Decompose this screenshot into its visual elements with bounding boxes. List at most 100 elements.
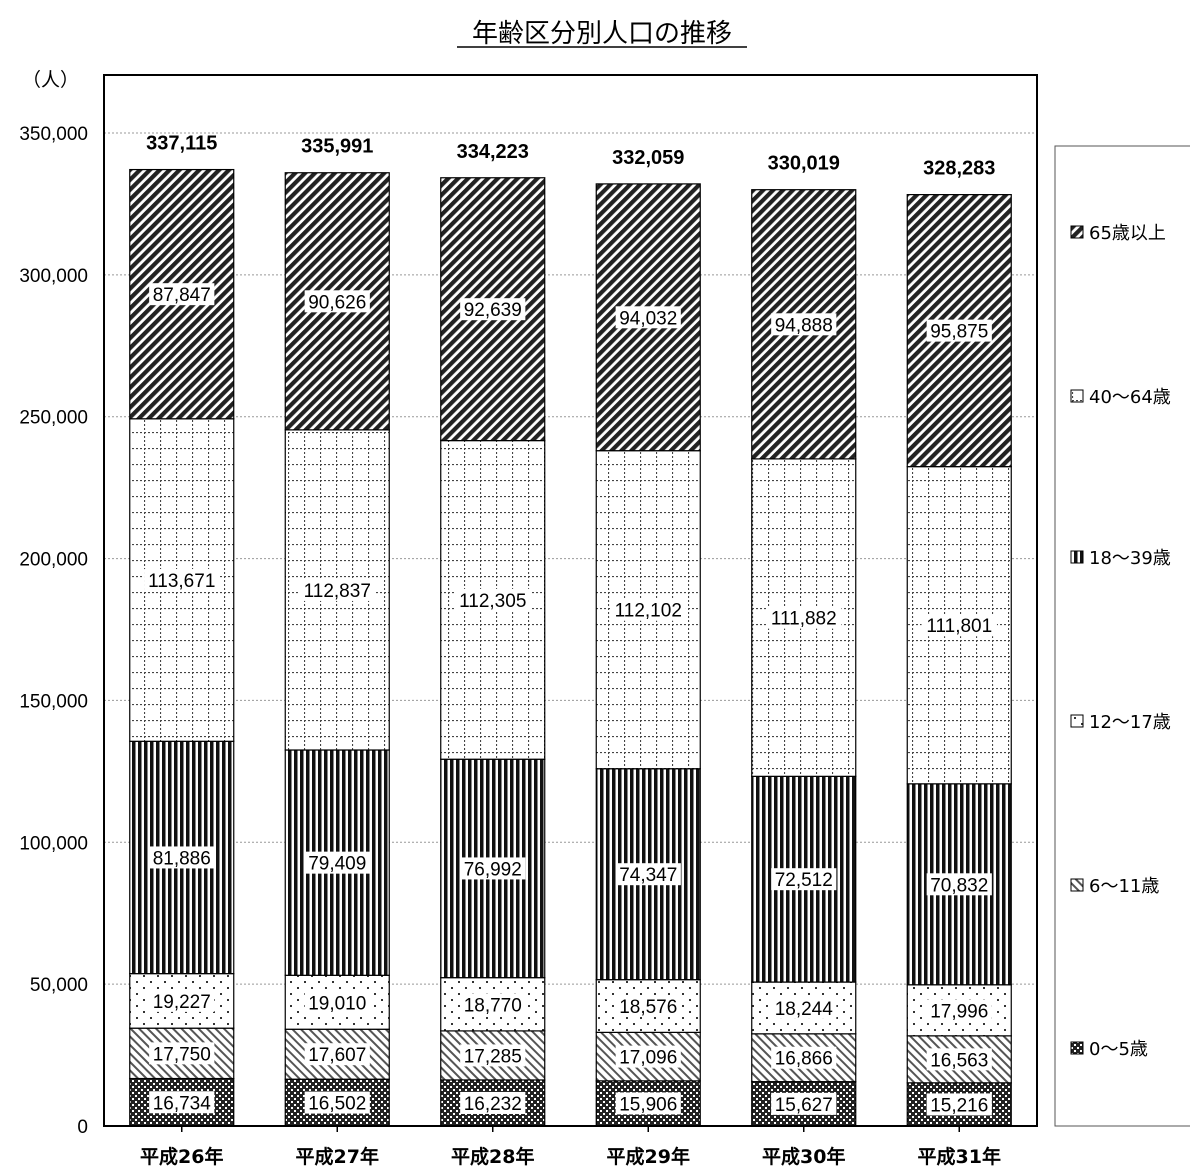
data-label: 70,832: [930, 875, 988, 896]
data-label-bg: [149, 1042, 215, 1065]
data-label-bg: [615, 306, 681, 329]
data-label: 16,866: [775, 1049, 833, 1070]
data-label: 111,882: [771, 609, 837, 630]
data-label: 113,671: [148, 571, 215, 592]
data-label-bg: [771, 868, 837, 891]
data-label: 17,750: [153, 1044, 211, 1065]
bar-stacks: [129, 168, 1012, 1127]
legend: 65歳以上 40〜64歳 18〜39歳 12〜17歳 6〜11歳 0〜5歳: [1054, 145, 1190, 1127]
legend-swatch: [1070, 1041, 1084, 1055]
data-label: 112,837: [304, 581, 371, 602]
data-label: 112,305: [459, 591, 526, 612]
x-tick-label: 平成31年: [918, 1145, 1001, 1168]
data-label: 17,996: [930, 1001, 988, 1022]
legend-label: 40〜64歳: [1089, 387, 1171, 408]
data-label-bg: [460, 298, 526, 321]
data-label: 17,607: [308, 1045, 366, 1066]
data-label-bg: [149, 989, 215, 1012]
data-label: 92,639: [464, 300, 522, 321]
plot-area-frame: [103, 74, 1038, 1127]
data-label-bg: [460, 857, 526, 880]
data-label-bg: [615, 1092, 681, 1115]
legend-swatch: [1070, 878, 1084, 892]
y-tick-label: 300,000: [19, 266, 88, 287]
data-label-bg: [460, 1091, 526, 1114]
data-label: 72,512: [775, 870, 833, 891]
data-label: 19,010: [308, 993, 366, 1014]
data-label: 16,563: [930, 1050, 988, 1071]
data-label: 15,627: [775, 1095, 833, 1116]
data-label-bg: [766, 606, 842, 629]
data-label-bg: [926, 319, 992, 342]
data-label: 15,216: [930, 1095, 988, 1116]
data-label: 111,801: [926, 616, 992, 637]
data-label-bg: [460, 993, 526, 1016]
data-label: 81,886: [153, 848, 211, 869]
x-tick-label: 平成30年: [762, 1145, 845, 1168]
data-label: 90,626: [308, 292, 366, 313]
total-label: 330,019: [768, 153, 840, 175]
data-label-bg: [460, 1044, 526, 1067]
data-label: 18,770: [464, 995, 522, 1016]
data-label: 74,347: [619, 865, 677, 886]
y-axis-ticks: 0 50,000 100,000 150,000 200,000 250,000 300,0…: [19, 124, 88, 1138]
data-label: 95,875: [930, 322, 988, 343]
data-label-bg: [771, 1092, 837, 1115]
data-label-bg: [299, 578, 375, 601]
x-tick-label: 平成28年: [451, 1145, 534, 1168]
data-label-bg: [304, 991, 370, 1014]
data-label: 112,102: [615, 601, 682, 622]
data-label: 18,576: [619, 997, 677, 1018]
data-label-bg: [304, 1043, 370, 1066]
data-labels: 16,734 17,750 19,227 81,886 113,671 87,847 337…: [144, 133, 997, 1116]
y-tick-label: 150,000: [19, 691, 88, 712]
data-label-bg: [304, 851, 370, 874]
legend-swatch: [1070, 714, 1084, 728]
data-label: 18,244: [775, 999, 834, 1020]
x-axis-ticks: 平成26年 平成27年 平成28年 平成29年 平成30年 平成31年: [140, 1126, 1001, 1168]
data-label: 16,232: [464, 1094, 522, 1115]
y-axis-unit-label: （人）: [22, 69, 79, 91]
data-label: 94,888: [775, 315, 833, 336]
data-label-bg: [615, 863, 681, 886]
legend-label: 18〜39歳: [1089, 548, 1171, 569]
legend-swatch: [1070, 550, 1084, 564]
data-label-bg: [926, 1048, 992, 1071]
data-label: 87,847: [153, 285, 211, 306]
data-label-bg: [610, 598, 686, 621]
total-label: 337,115: [146, 133, 217, 155]
data-label-bg: [921, 614, 997, 637]
legend-frame: [1054, 145, 1190, 1127]
data-label: 17,285: [464, 1046, 522, 1067]
data-label-bg: [615, 995, 681, 1018]
data-label-bg: [771, 313, 837, 336]
data-label-bg: [304, 290, 370, 313]
legend-label: 12〜17歳: [1089, 712, 1171, 733]
data-label-bg: [144, 569, 220, 592]
data-label-bg: [926, 999, 992, 1022]
total-label: 334,223: [457, 141, 529, 163]
data-label: 76,992: [464, 859, 522, 880]
y-tick-label: 0: [77, 1117, 88, 1138]
legend-swatch: [1070, 389, 1084, 403]
x-tick-label: 平成27年: [296, 1145, 379, 1168]
y-tick-label: 250,000: [19, 408, 88, 429]
y-tick-label: 100,000: [19, 833, 88, 854]
data-label-bg: [615, 1045, 681, 1068]
total-label: 332,059: [612, 147, 684, 169]
data-label-bg: [926, 1093, 992, 1116]
data-label: 17,096: [619, 1048, 677, 1069]
y-tick-label: 50,000: [30, 975, 88, 996]
data-label: 15,906: [619, 1094, 677, 1115]
total-label: 328,283: [923, 158, 995, 180]
gridlines: [104, 132, 1037, 985]
legend-label: 6〜11歳: [1089, 876, 1159, 897]
legend-swatch: [1070, 225, 1084, 239]
data-label-bg: [149, 846, 215, 869]
data-label: 94,032: [619, 308, 677, 329]
data-label: 79,409: [308, 854, 366, 875]
data-label: 19,227: [153, 992, 211, 1013]
legend-label: 0〜5歳: [1089, 1039, 1148, 1060]
data-label-bg: [771, 996, 837, 1019]
